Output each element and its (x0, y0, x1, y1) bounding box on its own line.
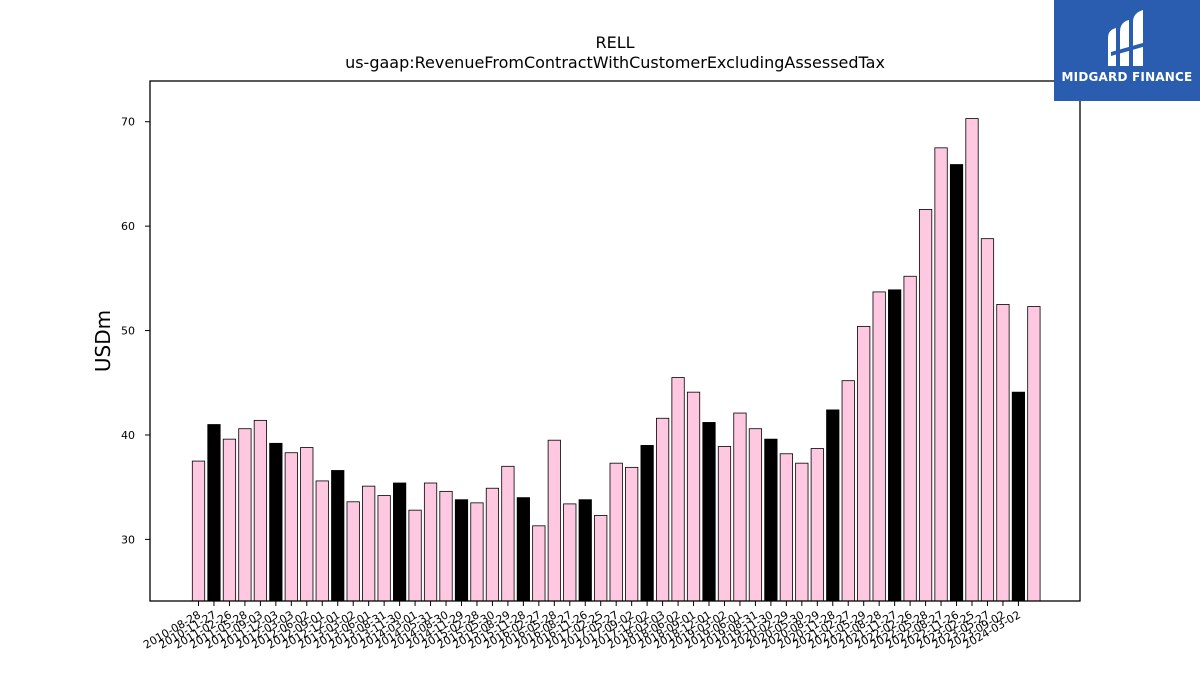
bar-2014-08-30 (439, 490, 453, 602)
bar-2021-05-29 (857, 325, 871, 602)
bar-2023-05-27 (980, 238, 995, 602)
y-tick-label: 60 (121, 220, 135, 233)
bar-2016-05-28 (547, 439, 561, 602)
midgard-logo-icon (1108, 10, 1146, 66)
bar-2022-02-26 (903, 275, 917, 602)
bar-54 (1027, 306, 1041, 602)
bar-2021-11-27 (888, 289, 902, 602)
bar-2022-05-28 (918, 209, 933, 602)
bar-2011-05-28 (238, 428, 252, 602)
bar-2016-08-27 (563, 503, 577, 602)
bar-2012-03-03 (284, 452, 298, 602)
bar-2024-03-02 (1011, 391, 1026, 602)
y-axis-label: USDm (91, 310, 115, 372)
bar-2014-05-31 (423, 482, 438, 602)
bar-2018-09-01 (686, 391, 701, 602)
bars-group (191, 118, 1041, 602)
bar-2015-05-30 (485, 487, 500, 602)
bar-2011-09-03 (253, 419, 267, 602)
bar-2020-08-29 (810, 448, 824, 602)
bar-2021-08-28 (872, 291, 886, 602)
bar-2010-08-28 (191, 460, 206, 602)
bar-2022-11-26 (949, 164, 964, 602)
bar-2015-08-29 (501, 465, 515, 602)
bar-2020-05-30 (795, 462, 809, 602)
bar-2018-12-01 (702, 422, 716, 602)
bar-2016-02-27 (532, 525, 546, 602)
bar-2020-02-29 (779, 453, 793, 602)
bar-2018-06-02 (671, 377, 685, 602)
bar-2017-05-27 (609, 462, 623, 602)
plot-frame (149, 80, 1081, 602)
midgard-logo: MIDGARD FINANCE (1054, 0, 1200, 101)
bar-2011-12-03 (269, 442, 283, 602)
bar-2019-11-30 (764, 438, 778, 602)
bar-2013-11-30 (393, 482, 407, 602)
bar-2019-06-01 (733, 412, 747, 602)
y-tick-label: 70 (121, 116, 135, 129)
bar-2013-03-02 (346, 501, 360, 602)
bar-2017-09-02 (625, 466, 639, 602)
y-ticks: 30 40 50 60 70 (121, 116, 150, 546)
y-tick-label: 40 (121, 429, 135, 442)
chart-title: RELL (595, 33, 634, 52)
bar-2017-12-02 (640, 445, 654, 602)
bar-2013-06-01 (362, 485, 376, 602)
bar-2015-02-28 (470, 502, 484, 602)
bar-2023-09-02 (996, 304, 1010, 602)
bar-2013-08-31 (377, 495, 391, 602)
bar-2018-03-03 (656, 417, 670, 602)
bar-2023-02-25 (965, 118, 979, 602)
bar-2021-02-27 (841, 380, 855, 602)
bar-2020-11-28 (826, 409, 840, 602)
chart-subtitle: us-gaap:RevenueFromContractWithCustomerE… (345, 53, 885, 72)
bar-2016-11-26 (578, 499, 592, 602)
bar-2022-08-27 (934, 147, 948, 602)
bar-2017-02-25 (594, 514, 608, 602)
y-tick-label: 30 (121, 533, 135, 546)
y-tick-label: 50 (121, 325, 135, 338)
bar-2019-08-31 (748, 428, 763, 602)
bar-2015-11-28 (516, 497, 530, 602)
bar-2012-12-01 (331, 470, 345, 602)
bar-2012-09-01 (315, 480, 329, 602)
bar-2014-11-29 (454, 499, 469, 602)
logo-text: MIDGARD FINANCE (1061, 70, 1193, 84)
bar-2019-03-02 (717, 446, 732, 602)
bar-2010-11-27 (207, 424, 221, 602)
bar-2011-02-26 (222, 438, 237, 602)
bar-2012-06-02 (300, 447, 314, 602)
x-ticks: 2010-08-282010-11-272011-02-262011-05-28… (141, 601, 1023, 652)
bar-2014-03-01 (408, 509, 422, 602)
